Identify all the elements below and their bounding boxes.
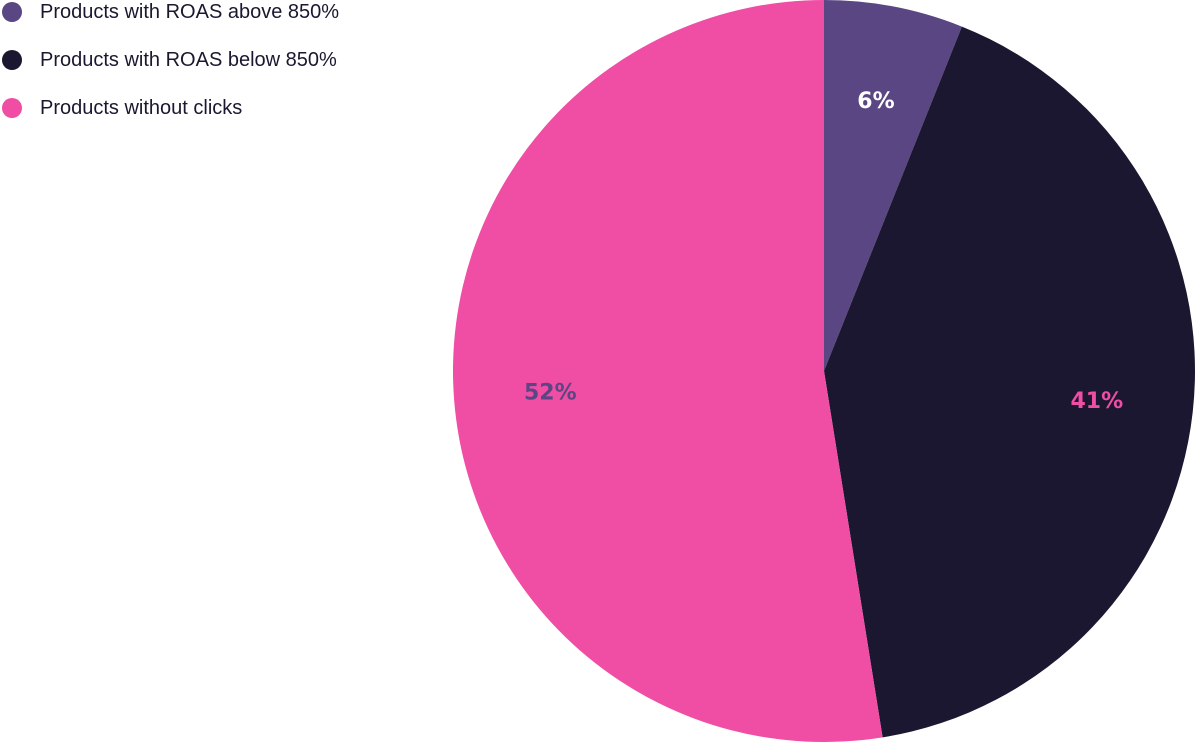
legend-label-roas-below: Products with ROAS below 850% [40,49,337,71]
slice-label-without-clicks: 52% [524,380,577,405]
slice-label-roas-below: 41% [1071,389,1124,414]
legend-label-without-clicks: Products without clicks [40,97,243,119]
pie-slice-without-clicks [453,0,883,742]
pie-slice-roas-above [824,0,962,371]
legend-swatch-without-clicks [2,98,22,118]
legend-swatch-roas-below [2,50,22,70]
legend-label-roas-above: Products with ROAS above 850% [40,1,340,23]
slice-label-roas-above: 6% [857,89,894,114]
pie-slice-roas-below [824,26,1195,738]
legend-swatch-roas-above [2,2,22,22]
